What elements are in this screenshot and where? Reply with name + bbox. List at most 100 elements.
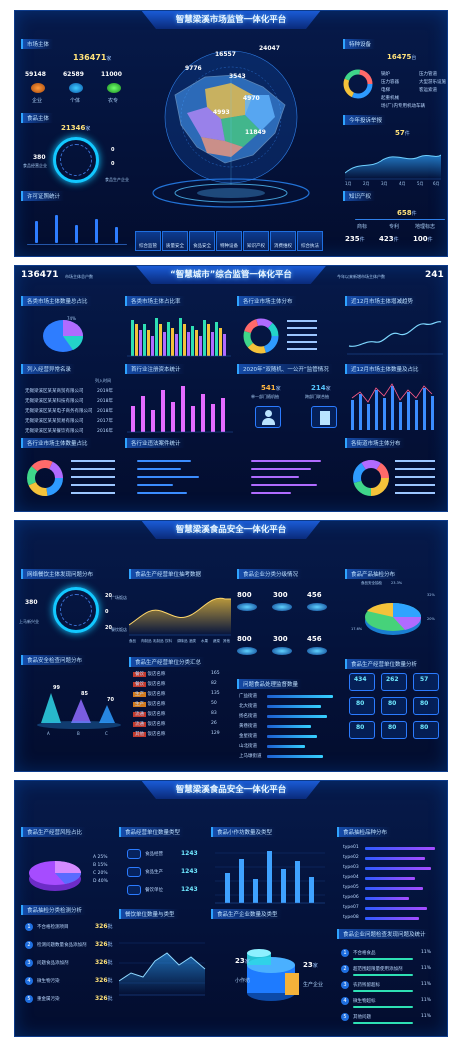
- sampling-pie-3d: [365, 602, 422, 635]
- tag: 食品生产经营风险占比: [21, 827, 87, 837]
- ip-item-value: 100件: [413, 235, 433, 243]
- tag: 近12月市场主体增减趋势: [345, 296, 417, 306]
- stat-card: 80: [349, 721, 375, 739]
- panel-title: “智慧城市”综合监管一体化平台: [136, 266, 326, 284]
- tile-value: 456: [307, 591, 322, 599]
- tag-special-equipment: 特种设备: [343, 39, 376, 49]
- complaint-area-chart: [345, 154, 441, 180]
- nav-button[interactable]: 知识产权: [243, 231, 269, 251]
- list-item[interactable]: 微生物超标: [353, 999, 376, 1004]
- table-row[interactable]: 其他 饭店名称: [133, 732, 166, 737]
- list-item[interactable]: 无锡梁溪区某某商贸有限公司: [25, 389, 84, 394]
- unit-icon: [127, 867, 141, 877]
- ip-item-label: 专利: [389, 224, 400, 230]
- tag: 各行业市场主体分布: [237, 296, 297, 306]
- list-item[interactable]: 超范围超限量使用添加剂: [353, 967, 403, 972]
- pie-label: 32%: [427, 593, 435, 597]
- list-pct: 11%: [421, 982, 432, 987]
- cyl-left-value: 23家: [235, 957, 250, 965]
- top-right-number: 241: [425, 270, 444, 280]
- table-row[interactable]: 餐饮 饭店名称: [133, 672, 166, 677]
- legend-item: 起重机械: [381, 96, 399, 101]
- bar-label: type06: [343, 895, 359, 900]
- food-ring-left-value: 380: [33, 154, 46, 161]
- special-total: 16475台: [387, 53, 417, 61]
- stat-card: 262: [381, 673, 407, 691]
- map-label: 11849: [245, 129, 266, 136]
- list-item[interactable]: 不合格检测项目: [37, 925, 69, 930]
- pie-label: 20%: [427, 617, 435, 621]
- list-item[interactable]: 无锡梁溪区某某电子商务有限公司: [25, 409, 93, 414]
- map-label: 3543: [229, 73, 246, 80]
- enterprise-icon: [31, 83, 45, 93]
- cyl-left-label: 小作坊: [235, 978, 251, 984]
- stat-card: 57: [413, 673, 439, 691]
- top-right-caption: 今年以来新增市场主体户数: [337, 274, 385, 279]
- tag: 食品安全检查问题分布: [21, 655, 87, 665]
- ip-divider: [355, 219, 445, 220]
- issue-bar: [353, 1006, 413, 1008]
- nav-button[interactable]: 食品安全: [189, 231, 215, 251]
- table-row[interactable]: 生产 饭店名称: [133, 692, 166, 697]
- tile-base-icon: [237, 647, 257, 655]
- tile-value: 456: [307, 635, 322, 643]
- table-row[interactable]: 生产 饭店名称: [133, 702, 166, 707]
- x-tick: 6月: [433, 181, 440, 186]
- kpi-value: 62589: [63, 71, 84, 78]
- building-icon: [311, 406, 337, 428]
- rank-badge: 2: [25, 941, 33, 949]
- legend-item: 场(厂)内专用机动车辆: [381, 104, 426, 109]
- list-item[interactable]: 重金属污染: [37, 997, 60, 1002]
- tile-base-icon: [307, 603, 327, 611]
- table-cell: 26: [211, 721, 217, 726]
- table-row[interactable]: 餐饮 饭店名称: [133, 682, 166, 687]
- district-map: [152, 50, 310, 208]
- list-item-year: 2016年: [97, 429, 113, 434]
- nav-button[interactable]: 质量安全: [162, 231, 188, 251]
- list-item[interactable]: 无锡梁溪区某某贸易有限公司: [25, 419, 84, 424]
- list-item[interactable]: 农药残留超标: [353, 983, 380, 988]
- check1-value: 541家: [261, 384, 281, 392]
- nav-button[interactable]: 特种设备: [216, 231, 242, 251]
- kpi-value: 59148: [25, 71, 46, 78]
- list-item[interactable]: 问题食品添加剂: [37, 961, 69, 966]
- person-icon: [255, 406, 281, 428]
- cyl-right-value: 23家: [303, 961, 318, 969]
- list-item-year: 2018年: [97, 409, 113, 414]
- legend-item: 压力管道: [419, 72, 437, 77]
- list-item[interactable]: 微生物污染: [37, 979, 60, 984]
- workshop-bar-chart: [215, 851, 325, 904]
- list-item-year: 2018年: [97, 399, 113, 404]
- stat-card: 80: [413, 697, 439, 715]
- issue-bar: [353, 958, 413, 960]
- food-ring-right-mid: 0: [111, 161, 115, 167]
- individual-icon: [69, 83, 83, 93]
- tag-license: 许可证照统计: [21, 191, 65, 201]
- market-subject-total: 136471家: [73, 53, 112, 62]
- nav-button[interactable]: 综合执法: [297, 231, 323, 251]
- monthly-bar-chart: [351, 383, 434, 430]
- list-item[interactable]: 无锡梁溪区某某科技有限公司: [25, 399, 84, 404]
- bar-label: type08: [343, 915, 359, 920]
- legend-item: B 15%: [93, 863, 108, 868]
- tile-base-icon: [237, 603, 257, 611]
- tag: 餐饮单位数量与类型: [119, 909, 179, 919]
- table-row[interactable]: 流通 饭店名称: [133, 722, 166, 727]
- list-item[interactable]: 检测问题数量食品添加剂: [37, 943, 87, 948]
- dashboard-food-safety-a: 智慧梁溪食品安全一体化平台 网络餐饮主体发现问题分布 食品生产经营单位抽考数据 …: [14, 520, 448, 772]
- capital-bar-chart: [127, 386, 233, 433]
- nav-button[interactable]: 综合监管: [135, 231, 161, 251]
- trend-line-chart: [347, 320, 443, 355]
- list-item[interactable]: 无锡梁溪区某某餐饮有限公司: [25, 429, 84, 434]
- legend-item: 压力容器: [381, 80, 399, 85]
- tag: 食品生产经营单位抽考数据: [129, 569, 206, 579]
- unit-icon: [127, 885, 141, 895]
- table-row[interactable]: 流通 饭店名称: [133, 712, 166, 717]
- list-item[interactable]: 不合格食品: [353, 951, 376, 956]
- issue-bar: [353, 1022, 413, 1024]
- nav-button[interactable]: 消费维权: [270, 231, 296, 251]
- pie-pct: 74%: [67, 316, 76, 321]
- bar-label: 黄巷街道: [239, 724, 257, 729]
- tag: 问题食品处理监督数量: [237, 679, 303, 689]
- list-item[interactable]: 其他问题: [353, 1015, 371, 1020]
